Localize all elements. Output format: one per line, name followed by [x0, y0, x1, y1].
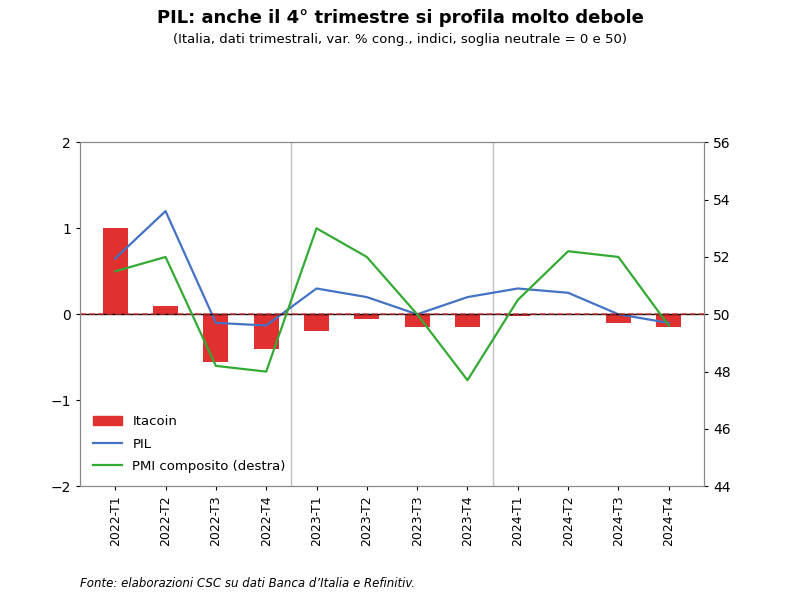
- Bar: [506, 314, 530, 316]
- PMI composito (destra): [110, 267, 120, 275]
- PIL: [563, 289, 573, 296]
- Text: PIL: anche il 4° trimestre si profila molto debole: PIL: anche il 4° trimestre si profila mo…: [157, 9, 643, 27]
- Text: (Italia, dati trimestrali, var. % cong., indici, soglia neutrale = 0 e 50): (Italia, dati trimestrali, var. % cong.,…: [173, 33, 627, 46]
- PIL: [262, 322, 271, 329]
- PIL: [462, 294, 472, 301]
- PMI composito (destra): [614, 253, 623, 260]
- PMI composito (destra): [161, 253, 170, 260]
- PIL: [362, 294, 372, 301]
- Bar: [153, 306, 178, 314]
- PMI composito (destra): [312, 225, 322, 232]
- Bar: [304, 314, 329, 331]
- Bar: [606, 314, 631, 323]
- PMI composito (destra): [513, 296, 522, 304]
- Bar: [254, 314, 278, 349]
- PMI composito (destra): [211, 362, 221, 369]
- PIL: [412, 311, 422, 318]
- PMI composito (destra): [664, 322, 674, 329]
- PIL: [614, 311, 623, 318]
- PMI composito (destra): [362, 253, 372, 260]
- Bar: [405, 314, 430, 327]
- PIL: [513, 285, 522, 292]
- Bar: [354, 314, 379, 318]
- Bar: [455, 314, 480, 327]
- Text: Fonte: elaborazioni CSC su dati Banca d’Italia e Refinitiv.: Fonte: elaborazioni CSC su dati Banca d’…: [80, 577, 415, 590]
- PMI composito (destra): [462, 377, 472, 384]
- Bar: [102, 228, 128, 314]
- Line: PIL: PIL: [115, 211, 669, 326]
- PIL: [312, 285, 322, 292]
- PIL: [161, 208, 170, 215]
- Legend: Itacoin, PIL, PMI composito (destra): Itacoin, PIL, PMI composito (destra): [93, 415, 286, 473]
- PMI composito (destra): [412, 311, 422, 318]
- PIL: [211, 319, 221, 326]
- PMI composito (destra): [262, 368, 271, 375]
- Bar: [656, 314, 682, 327]
- Bar: [203, 314, 229, 362]
- PMI composito (destra): [563, 248, 573, 255]
- PIL: [664, 319, 674, 326]
- PIL: [110, 255, 120, 262]
- Line: PMI composito (destra): PMI composito (destra): [115, 228, 669, 380]
